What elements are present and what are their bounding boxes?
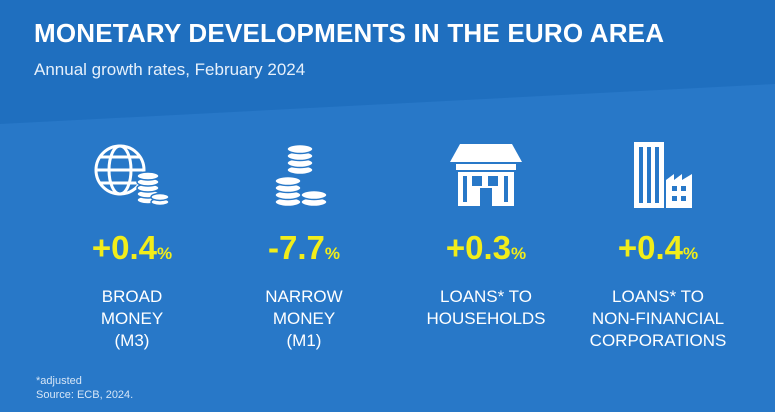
footnote: *adjusted Source: ECB, 2024. [36, 374, 133, 402]
metric-value: +0.4% [91, 229, 173, 266]
metric-loans-nfc: +0.4% LOANS* TO NON-FINANCIAL CORPORATIO… [568, 140, 748, 352]
metric-label: BROAD MONEY (M3) [100, 287, 164, 350]
footnote-note: *adjusted [36, 375, 82, 387]
metric-narrow-money: -7.7% NARROW MONEY (M1) [214, 140, 394, 352]
metric-label: LOANS* TO HOUSEHOLDS [426, 287, 546, 328]
globe-coins-icon [94, 144, 170, 207]
metric-loans-households: +0.3% LOANS* TO HOUSEHOLDS [396, 140, 576, 330]
footnote-source: Source: ECB, 2024. [36, 389, 134, 401]
metric-value: +0.4% [617, 229, 699, 266]
metric-label: LOANS* TO NON-FINANCIAL CORPORATIONS [589, 287, 727, 350]
metric-value: -7.7% [268, 229, 340, 266]
buildings-icon [634, 142, 692, 208]
metric-label: NARROW MONEY (M1) [265, 287, 343, 350]
page-subtitle: Annual growth rates, February 2024 [34, 60, 306, 79]
metric-broad-money: +0.4% BROAD MONEY (M3) [42, 140, 222, 352]
page-title: MONETARY DEVELOPMENTS IN THE EURO AREA [34, 18, 665, 48]
metric-value: +0.3% [445, 229, 527, 266]
house-icon [450, 144, 522, 206]
coins-icon [274, 143, 328, 208]
